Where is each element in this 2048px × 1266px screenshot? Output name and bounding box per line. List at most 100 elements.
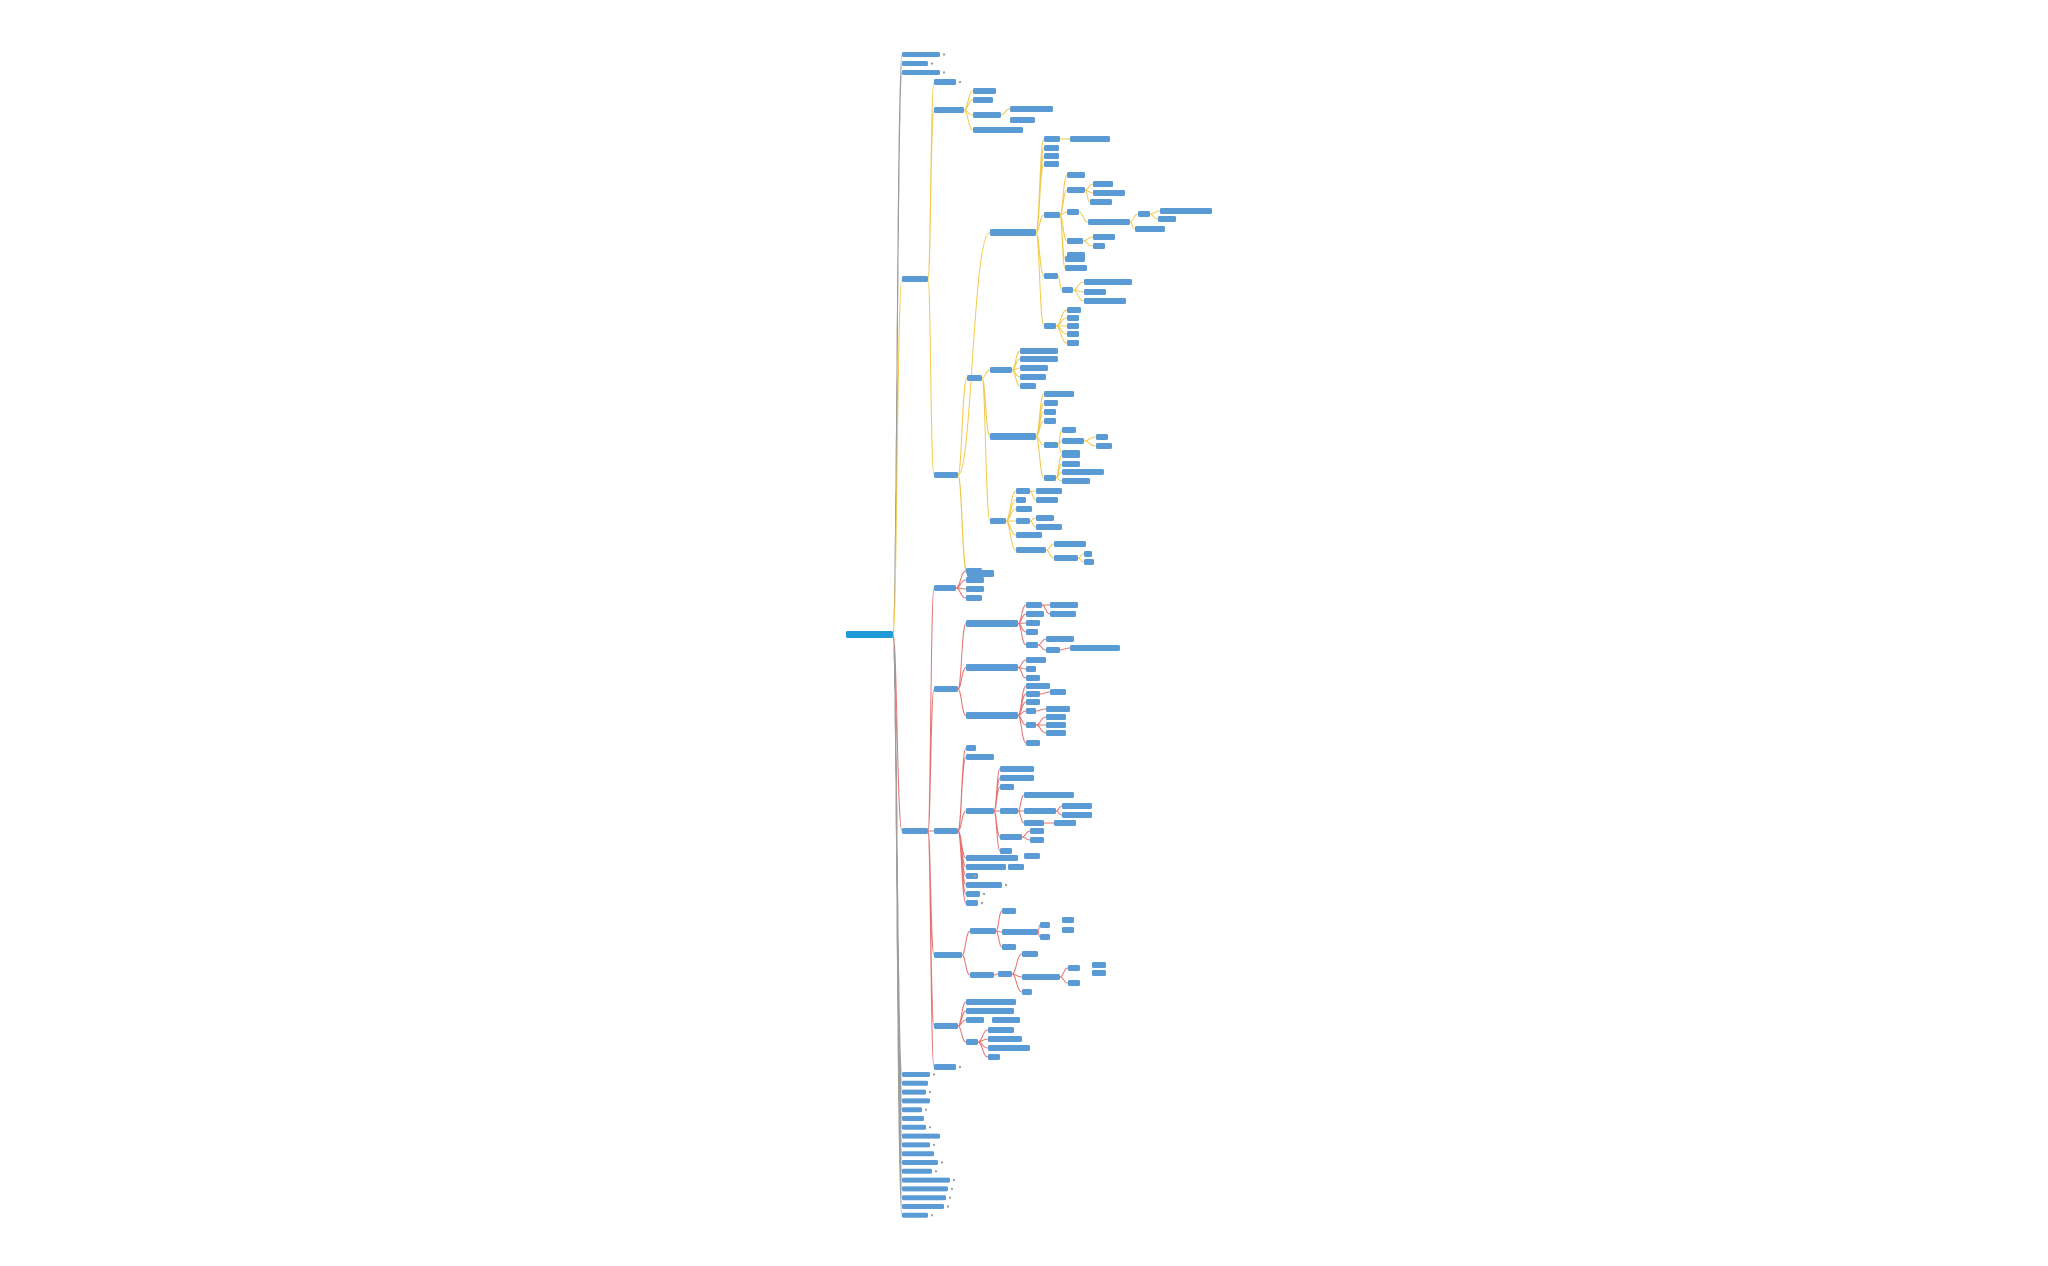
mind-map-node[interactable] xyxy=(966,586,984,592)
mind-map-node[interactable] xyxy=(966,745,976,751)
bottom-item-node[interactable] xyxy=(902,1072,930,1077)
mind-map-node[interactable] xyxy=(966,1008,1014,1014)
collapse-indicator[interactable] xyxy=(948,1196,952,1199)
collapse-indicator[interactable] xyxy=(958,80,962,84)
mind-map-node[interactable] xyxy=(1044,161,1059,167)
mind-map-node[interactable] xyxy=(1050,611,1076,617)
mind-map-node[interactable] xyxy=(1044,145,1059,151)
mind-map-node[interactable] xyxy=(973,88,996,94)
mind-map-node[interactable] xyxy=(1002,944,1016,950)
collapse-indicator[interactable] xyxy=(980,901,984,905)
yellow-sub-node[interactable] xyxy=(934,472,958,478)
mind-map-node[interactable] xyxy=(1044,409,1056,415)
bottom-item-node[interactable] xyxy=(902,1089,926,1095)
mind-map-node[interactable] xyxy=(1026,620,1040,626)
mind-map-node[interactable] xyxy=(1046,722,1066,728)
collapse-indicator[interactable] xyxy=(932,1143,936,1147)
mind-map-node[interactable] xyxy=(966,577,984,583)
mind-map-node[interactable] xyxy=(1024,820,1044,826)
yellow-leaf-node[interactable] xyxy=(1067,238,1083,244)
yellow-leaf-node[interactable] xyxy=(1138,211,1150,217)
mind-map-node[interactable] xyxy=(988,1054,1000,1060)
mind-map-node[interactable] xyxy=(1044,323,1056,329)
mind-map-node[interactable] xyxy=(1062,461,1080,467)
yellow-sub-node[interactable] xyxy=(934,107,964,113)
yellow-group-node[interactable] xyxy=(990,367,1012,373)
red-leaf-node[interactable] xyxy=(1050,689,1066,695)
collapse-indicator[interactable] xyxy=(930,1214,934,1217)
mind-map-node[interactable] xyxy=(966,900,978,906)
red-sub-node[interactable] xyxy=(934,686,958,692)
mind-map-node[interactable] xyxy=(1000,766,1034,772)
yellow-leaf-node[interactable] xyxy=(1062,287,1073,293)
mind-map-node[interactable] xyxy=(1084,279,1132,285)
mind-map-node[interactable] xyxy=(1044,400,1058,406)
mind-map-node[interactable] xyxy=(1026,722,1036,728)
red-group-node[interactable] xyxy=(970,928,996,934)
mind-map-node[interactable] xyxy=(1000,834,1022,840)
mind-map-node[interactable] xyxy=(998,971,1012,977)
mind-map-node[interactable] xyxy=(1020,374,1046,380)
mind-map-node[interactable] xyxy=(966,882,1002,888)
mind-map-node[interactable] xyxy=(1046,730,1066,736)
mind-map-node[interactable] xyxy=(1158,216,1176,222)
mind-map-node[interactable] xyxy=(1067,340,1079,346)
mind-map-node[interactable] xyxy=(966,999,1016,1005)
collapse-indicator[interactable] xyxy=(924,1108,928,1111)
collapse-indicator[interactable] xyxy=(1004,883,1008,887)
yellow-leaf-node[interactable] xyxy=(1067,252,1085,258)
mind-map-node[interactable] xyxy=(1062,452,1080,458)
collapse-indicator[interactable] xyxy=(942,71,946,74)
red-sub-node[interactable] xyxy=(934,585,956,591)
mind-map-node[interactable] xyxy=(1026,708,1036,714)
mind-map-node[interactable] xyxy=(1030,828,1044,834)
mind-map-node[interactable] xyxy=(1062,803,1092,809)
yellow-leaf-node[interactable] xyxy=(1135,226,1165,232)
red-sub-node[interactable] xyxy=(934,1023,958,1029)
mind-map-node[interactable] xyxy=(1084,559,1094,565)
mind-map-node[interactable] xyxy=(1026,642,1038,648)
red-group-node[interactable] xyxy=(966,620,1018,627)
mind-map-node[interactable] xyxy=(1062,438,1084,444)
mind-map-node[interactable] xyxy=(1036,524,1062,530)
red-leaf-node[interactable] xyxy=(1092,970,1106,976)
mind-map-node[interactable] xyxy=(1096,443,1112,449)
bottom-item-node[interactable] xyxy=(902,1168,932,1174)
mind-map-node[interactable] xyxy=(1067,331,1079,337)
yellow-group-node[interactable] xyxy=(990,518,1006,524)
mind-map-node[interactable] xyxy=(1062,812,1092,818)
mind-map-node[interactable] xyxy=(1026,611,1044,617)
mind-map-node[interactable] xyxy=(1068,980,1080,986)
bottom-item-node[interactable] xyxy=(902,1133,940,1139)
mind-map-node[interactable] xyxy=(1044,153,1059,159)
mind-map-node[interactable] xyxy=(1036,515,1054,521)
yellow-group-node[interactable] xyxy=(990,229,1036,236)
red-group-node[interactable] xyxy=(966,808,994,814)
mind-map-node[interactable] xyxy=(1090,199,1112,205)
mind-map-node[interactable] xyxy=(1084,298,1126,304)
mind-map-node[interactable] xyxy=(1024,808,1056,814)
mind-map-node[interactable] xyxy=(1065,265,1087,271)
mind-map-node[interactable] xyxy=(1054,541,1086,547)
red-leaf-node[interactable] xyxy=(1062,927,1074,933)
mind-map-node[interactable] xyxy=(1016,518,1030,524)
mind-map-node[interactable] xyxy=(973,127,1023,133)
collapse-indicator[interactable] xyxy=(928,1090,932,1094)
mind-map-node[interactable] xyxy=(1020,348,1058,354)
mind-map-node[interactable] xyxy=(966,891,980,897)
mind-map-node[interactable] xyxy=(966,595,982,601)
mind-map-node[interactable] xyxy=(966,873,978,879)
mind-map-node[interactable] xyxy=(1026,629,1038,635)
collapse-indicator[interactable] xyxy=(928,1126,932,1129)
mind-map-node[interactable] xyxy=(1093,234,1115,240)
collapse-indicator[interactable] xyxy=(973,874,977,878)
bottom-item-node[interactable] xyxy=(902,1124,926,1130)
collapse-indicator[interactable] xyxy=(982,892,986,896)
mind-map-node[interactable] xyxy=(1067,323,1079,329)
collapse-indicator[interactable] xyxy=(934,1170,938,1173)
red-leaf-node[interactable] xyxy=(1008,864,1024,870)
mind-map-node[interactable] xyxy=(1020,356,1058,362)
mind-map-node[interactable] xyxy=(988,1036,1022,1042)
mind-map-node[interactable] xyxy=(1026,675,1040,681)
mind-map-node[interactable] xyxy=(1016,532,1042,538)
